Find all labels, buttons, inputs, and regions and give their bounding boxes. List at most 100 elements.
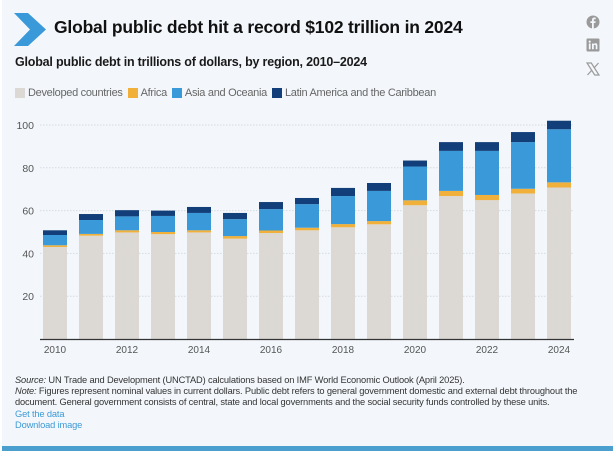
x-tick-label: 2020 xyxy=(404,345,427,356)
chevron-right-icon xyxy=(14,13,46,46)
chart-subtitle: Global public debt in trillions of dolla… xyxy=(15,55,367,69)
legend-item-asia: Asia and Oceania xyxy=(171,87,267,99)
bar-asia-2019 xyxy=(367,190,391,222)
bar-asia-2018 xyxy=(331,196,355,225)
source-text: UN Trade and Development (UNCTAD) calcul… xyxy=(46,375,465,385)
bar-latin-2023 xyxy=(511,132,535,143)
y-tick-label: 100 xyxy=(16,120,34,132)
bar-asia-2022 xyxy=(475,150,499,195)
bar-africa-2014 xyxy=(187,230,211,233)
bar-asia-2015 xyxy=(223,219,247,237)
bar-asia-2010 xyxy=(43,234,67,246)
bar-asia-2021 xyxy=(439,150,463,191)
bar-asia-2020 xyxy=(403,166,427,201)
bar-latin-2022 xyxy=(475,142,499,151)
linkedin-icon[interactable] xyxy=(586,38,600,52)
bar-developed-2024 xyxy=(547,187,571,339)
bar-latin-2012 xyxy=(115,210,139,217)
bar-developed-2017 xyxy=(295,230,319,339)
legend-label: Africa xyxy=(140,87,168,99)
bar-africa-2021 xyxy=(439,190,463,197)
bar-africa-2010 xyxy=(43,245,67,247)
legend-swatch-africa xyxy=(127,88,138,98)
x-tick-label: 2014 xyxy=(188,345,211,356)
bar-developed-2012 xyxy=(115,232,139,339)
bar-africa-2018 xyxy=(331,224,355,228)
bar-asia-2014 xyxy=(187,212,211,231)
x-icon[interactable] xyxy=(586,62,600,76)
bar-asia-2024 xyxy=(547,129,571,183)
x-tick-label: 2016 xyxy=(260,345,283,356)
bar-developed-2015 xyxy=(223,238,247,339)
x-tick-label: 2018 xyxy=(332,345,355,356)
bar-latin-2015 xyxy=(223,212,247,220)
facebook-icon[interactable] xyxy=(586,15,600,29)
bar-developed-2020 xyxy=(403,205,427,339)
y-tick-label: 80 xyxy=(22,163,34,175)
legend-item-developed: Developed countries xyxy=(15,87,123,99)
bar-africa-2020 xyxy=(403,200,427,206)
bar-asia-2016 xyxy=(259,209,283,231)
chart-title: Global public debt hit a record $102 tri… xyxy=(54,17,463,37)
y-tick-label: 20 xyxy=(22,291,34,303)
source-label: Source: xyxy=(15,375,46,385)
bar-developed-2021 xyxy=(439,196,463,339)
legend-swatch-developed xyxy=(15,88,25,98)
bar-africa-2012 xyxy=(115,230,139,233)
legend-item-latin: Latin America and the Caribbean xyxy=(271,87,436,99)
legend-swatch-latin xyxy=(271,88,282,98)
y-tick-label: 40 xyxy=(22,248,34,260)
source-note: Source: UN Trade and Development (UNCTAD… xyxy=(15,375,605,386)
x-tick-label: 2022 xyxy=(476,345,499,356)
bar-africa-2023 xyxy=(511,188,535,194)
legend-label: Latin America and the Caribbean xyxy=(284,87,436,99)
bar-asia-2013 xyxy=(151,215,175,232)
bar-developed-2022 xyxy=(475,200,499,339)
bar-latin-2021 xyxy=(439,142,463,151)
y-tick-label: 60 xyxy=(22,206,34,218)
bar-asia-2011 xyxy=(79,220,103,234)
bar-asia-2023 xyxy=(511,142,535,189)
bar-latin-2014 xyxy=(187,206,211,213)
bar-africa-2015 xyxy=(223,236,247,239)
bar-africa-2019 xyxy=(367,221,391,225)
x-tick-label: 2024 xyxy=(548,345,571,356)
bar-developed-2014 xyxy=(187,232,211,339)
bar-latin-2019 xyxy=(367,182,391,191)
legend-swatch-asia xyxy=(171,88,182,98)
bar-developed-2013 xyxy=(151,234,175,339)
bar-latin-2024 xyxy=(547,120,571,130)
x-tick-label: 2012 xyxy=(116,345,139,356)
bar-latin-2010 xyxy=(43,230,67,235)
bar-developed-2011 xyxy=(79,235,103,339)
bar-developed-2010 xyxy=(43,246,67,339)
bar-africa-2022 xyxy=(475,194,499,201)
bottom-accent-bar xyxy=(2,446,613,451)
bar-latin-2011 xyxy=(79,214,103,221)
bar-developed-2019 xyxy=(367,224,391,339)
bar-asia-2017 xyxy=(295,204,319,228)
bar-developed-2016 xyxy=(259,233,283,339)
legend-label: Asia and Oceania xyxy=(184,87,267,99)
bar-africa-2017 xyxy=(295,227,319,231)
note-text: Figures represent nominal values in curr… xyxy=(15,386,578,408)
note: Note: Figures represent nominal values i… xyxy=(15,386,605,408)
bar-africa-2013 xyxy=(151,232,175,235)
legend-label: Developed countries xyxy=(28,87,123,99)
bar-africa-2011 xyxy=(79,233,103,236)
bar-latin-2016 xyxy=(259,202,283,210)
stacked-bar-chart: 20 40 60 80 100 2010 2012 2014 2016 2018 2020 2022 2… xyxy=(16,120,574,356)
bar-developed-2023 xyxy=(511,193,535,339)
bar-africa-2024 xyxy=(547,182,571,188)
get-data-link[interactable]: Get the data xyxy=(15,408,65,419)
chart-footer: Source: UN Trade and Development (UNCTAD… xyxy=(15,375,605,431)
bar-latin-2013 xyxy=(151,210,175,216)
bar-asia-2012 xyxy=(115,216,139,231)
bar-africa-2016 xyxy=(259,230,283,234)
x-tick-label: 2010 xyxy=(44,345,67,356)
download-image-link[interactable]: Download image xyxy=(15,419,83,430)
chart-legend: Developed countries Africa Asia and Ocea… xyxy=(15,87,441,99)
bar-latin-2020 xyxy=(403,160,427,167)
bar-latin-2017 xyxy=(295,197,319,205)
bar-developed-2018 xyxy=(331,227,355,339)
